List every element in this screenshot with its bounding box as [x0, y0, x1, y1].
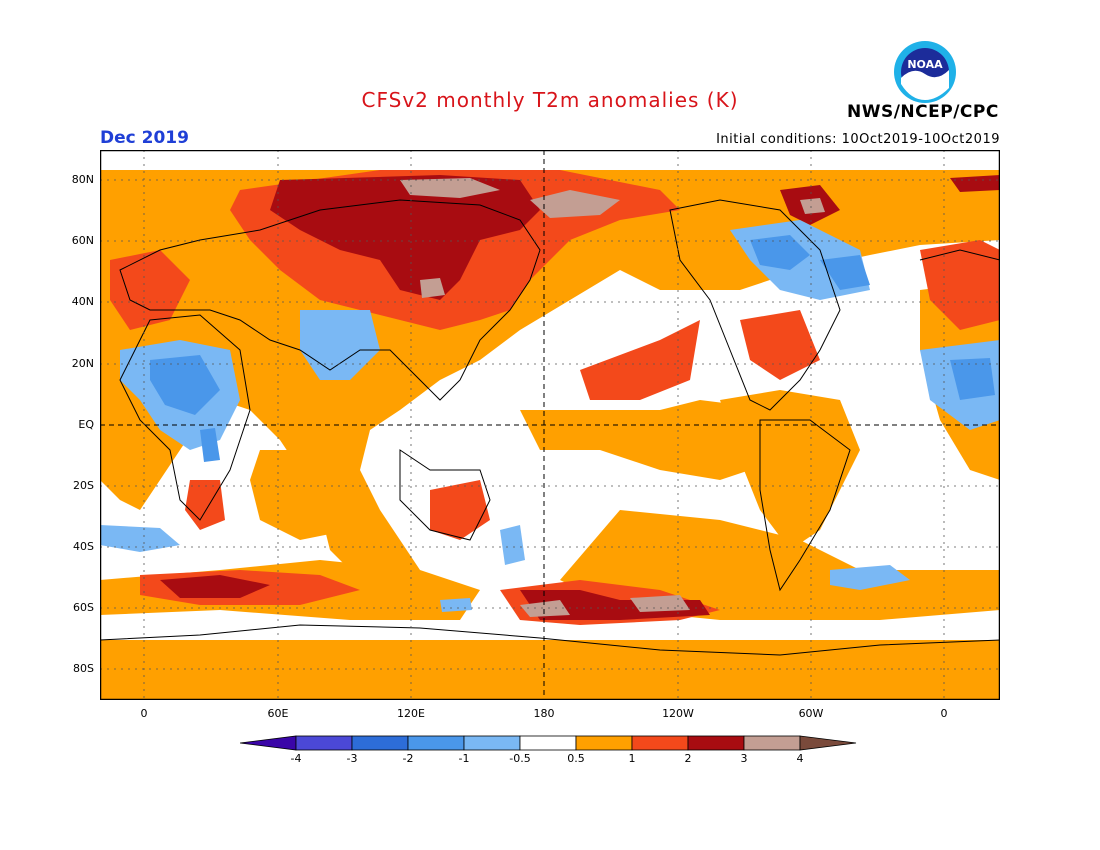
colorbar-tick-label: 4 — [796, 752, 804, 765]
initial-conditions: Initial conditions: 10Oct2019-10Oct2019 — [716, 132, 1000, 147]
lon-label-60e: 60E — [267, 707, 289, 720]
colorbar-segment — [351, 735, 409, 751]
noaa-logo-icon: NOAA — [894, 41, 956, 103]
colorbar-segment — [631, 735, 689, 751]
colorbar-segment — [240, 735, 297, 751]
colorbar-tick-label: -4 — [290, 752, 302, 765]
colorbar-tick-label: -0.5 — [509, 752, 531, 765]
lon-label-120w: 120W — [662, 707, 694, 720]
colorbar-tick-label: -1 — [458, 752, 470, 765]
coastlines — [100, 199, 1000, 656]
colorbar-segment — [687, 735, 745, 751]
anomaly-map — [100, 150, 1000, 700]
lat-label-60n: 60N — [71, 234, 94, 247]
lon-label-180: 180 — [533, 707, 555, 720]
anomaly-layer-2-3 — [160, 175, 1000, 620]
equator-dateline — [100, 150, 1000, 700]
colorbar — [240, 735, 857, 751]
colorbar-tick-label: -3 — [346, 752, 358, 765]
lat-label-80s: 80S — [73, 662, 94, 675]
lat-label-80n: 80N — [71, 173, 94, 186]
colorbar-segment — [743, 735, 801, 751]
forecast-month: Dec 2019 — [100, 128, 189, 148]
colorbar-tick-label: -2 — [402, 752, 414, 765]
lat-label-20s: 20S — [73, 479, 94, 492]
colorbar-tick-label: 2 — [684, 752, 692, 765]
colorbar-segment — [575, 735, 633, 751]
lat-label-40s: 40S — [73, 540, 94, 553]
gridlines — [100, 150, 1000, 700]
svg-text:NOAA: NOAA — [907, 58, 943, 71]
chart-title: CFSv2 monthly T2m anomalies (K) — [361, 88, 739, 112]
anomaly-layer-cold — [150, 235, 995, 462]
map-frame — [100, 150, 1000, 700]
agency-label: NWS/NCEP/CPC — [847, 102, 999, 122]
colorbar-tick-label: 3 — [740, 752, 748, 765]
colorbar-tick-label: 0.5 — [567, 752, 585, 765]
lat-label-40n: 40N — [71, 295, 94, 308]
lat-label-eq: EQ — [78, 418, 94, 431]
lon-label-60w: 60W — [798, 707, 824, 720]
colorbar-segment — [519, 735, 577, 751]
colorbar-tick-label: 1 — [628, 752, 636, 765]
lon-label-120e: 120E — [397, 707, 425, 720]
lat-label-60s: 60S — [73, 601, 94, 614]
anomaly-layer-3-4 — [400, 178, 825, 617]
colorbar-segment — [295, 735, 353, 751]
colorbar-segment — [799, 735, 857, 751]
lon-label-0-east: 0 — [940, 707, 948, 720]
lat-label-20n: 20N — [71, 357, 94, 370]
colorbar-segment — [463, 735, 521, 751]
colorbar-segment — [407, 735, 465, 751]
lon-label-0: 0 — [140, 707, 148, 720]
